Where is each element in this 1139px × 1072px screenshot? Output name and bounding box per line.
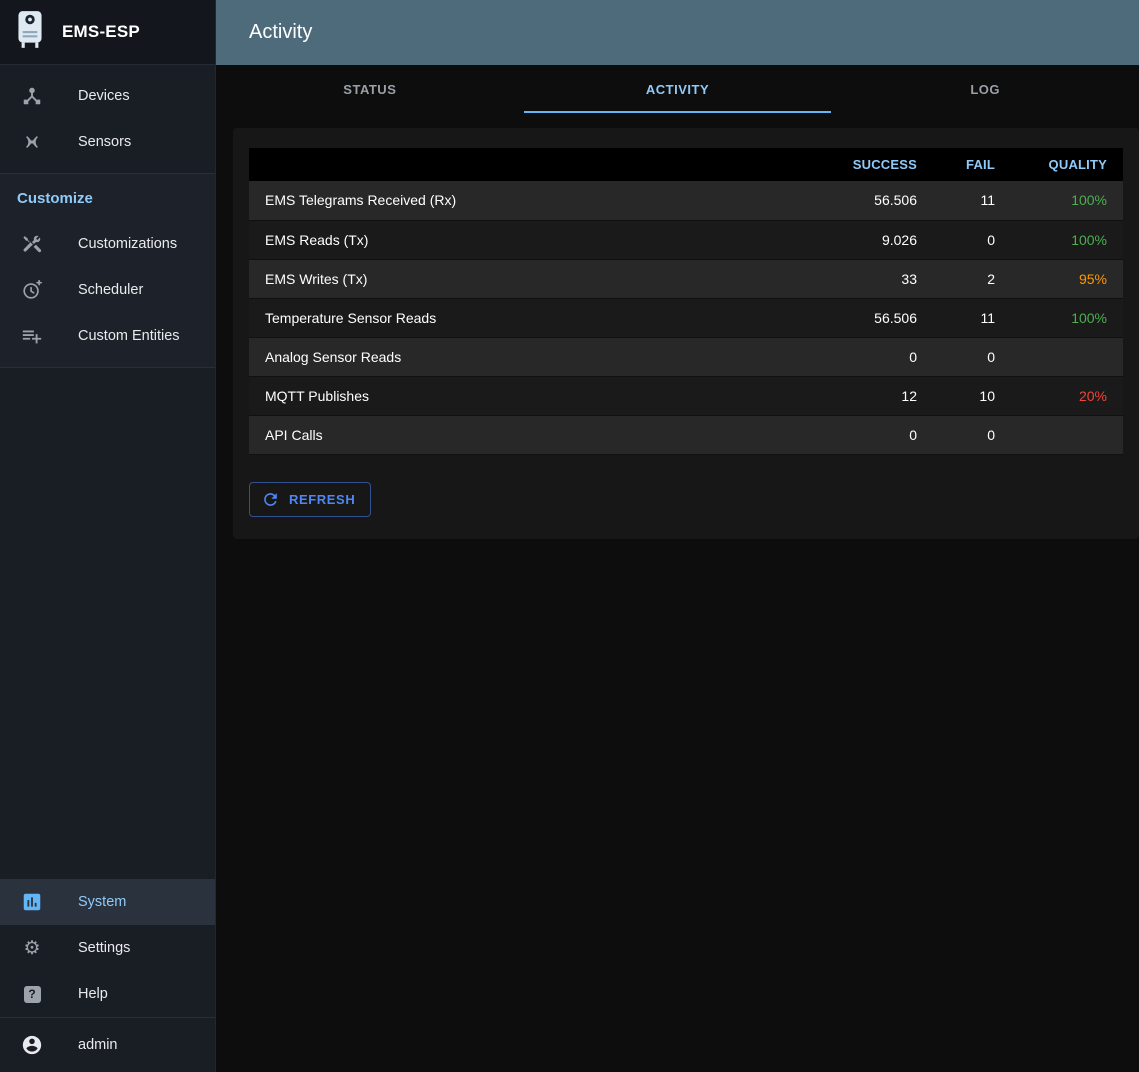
sidebar-item-label: Sensors xyxy=(78,134,132,150)
sensors-icon xyxy=(20,130,44,154)
activity-table: SUCCESS FAIL QUALITY EMS Telegrams Recei… xyxy=(249,148,1123,455)
sidebar-nav: Devices Sensors Customize xyxy=(0,65,215,1072)
playlist-add-icon xyxy=(20,324,44,348)
sidebar-item-custom-entities[interactable]: Custom Entities xyxy=(0,313,215,359)
devices-icon xyxy=(20,84,44,108)
success-value: 0 xyxy=(813,415,933,455)
column-header-fail: FAIL xyxy=(933,148,1011,181)
bar-chart-icon xyxy=(20,890,44,914)
page-title: Activity xyxy=(249,21,313,43)
main-content: Activity STATUS ACTIVITY LOG SUCCESS FAI… xyxy=(216,0,1139,1072)
table-row: MQTT Publishes 12 10 20% xyxy=(249,376,1123,416)
table-row: API Calls 0 0 xyxy=(249,415,1123,455)
sidebar-item-admin[interactable]: admin xyxy=(0,1018,215,1072)
sidebar-item-label: Custom Entities xyxy=(78,328,180,344)
table-header-row: SUCCESS FAIL QUALITY xyxy=(249,148,1123,181)
sidebar-item-label: Help xyxy=(78,986,108,1002)
metric-name: EMS Telegrams Received (Rx) xyxy=(249,181,813,221)
account-circle-icon xyxy=(20,1033,44,1057)
fail-value: 10 xyxy=(933,376,1011,416)
tab-bar: STATUS ACTIVITY LOG xyxy=(216,65,1139,113)
table-row: EMS Writes (Tx) 33 2 95% xyxy=(249,259,1123,299)
refresh-icon xyxy=(261,490,280,509)
sidebar-item-settings[interactable]: ⚙ Settings xyxy=(0,925,215,971)
fail-value: 0 xyxy=(933,220,1011,260)
sidebar-item-sensors[interactable]: Sensors xyxy=(0,119,215,165)
gear-icon: ⚙ xyxy=(20,936,44,960)
table-row: Temperature Sensor Reads 56.506 11 100% xyxy=(249,298,1123,338)
divider xyxy=(0,1017,215,1018)
tab-activity[interactable]: ACTIVITY xyxy=(523,65,832,113)
sidebar-spacer xyxy=(0,368,215,879)
refresh-button[interactable]: REFRESH xyxy=(249,481,372,517)
column-header-success: SUCCESS xyxy=(813,148,933,181)
customize-section: Customize Customizations xyxy=(0,173,215,368)
metric-name: Analog Sensor Reads xyxy=(249,337,813,377)
tab-log[interactable]: LOG xyxy=(970,81,1001,97)
sidebar-item-help[interactable]: ? Help xyxy=(0,971,215,1017)
success-value: 56.506 xyxy=(813,181,933,221)
quality-value xyxy=(1011,337,1123,377)
metric-name: EMS Writes (Tx) xyxy=(249,259,813,299)
success-value: 0 xyxy=(813,337,933,377)
tab-status[interactable]: STATUS xyxy=(343,81,397,97)
success-value: 33 xyxy=(813,259,933,299)
table-row: EMS Reads (Tx) 9.026 0 100% xyxy=(249,220,1123,260)
customize-section-label: Customize xyxy=(17,190,93,207)
sidebar: EMS-ESP Devices xyxy=(0,0,216,1072)
app-logo: EMS-ESP xyxy=(0,0,215,65)
quality-value: 100% xyxy=(1011,181,1123,221)
column-header-metric xyxy=(249,148,813,181)
fail-value: 11 xyxy=(933,298,1011,338)
quality-value: 20% xyxy=(1011,376,1123,416)
question-mark-glyph: ? xyxy=(23,985,41,1003)
app-title: EMS-ESP xyxy=(62,22,140,41)
user-label: admin xyxy=(78,1037,118,1053)
sidebar-item-system[interactable]: System xyxy=(0,879,215,925)
table-row: EMS Telegrams Received (Rx) 56.506 11 10… xyxy=(249,181,1123,221)
construction-tools-icon xyxy=(20,232,44,256)
success-value: 56.506 xyxy=(813,298,933,338)
activity-card: SUCCESS FAIL QUALITY EMS Telegrams Recei… xyxy=(233,128,1139,539)
sidebar-item-label: Devices xyxy=(78,88,130,104)
quality-value: 95% xyxy=(1011,259,1123,299)
refresh-label: REFRESH xyxy=(289,491,356,507)
metric-name: EMS Reads (Tx) xyxy=(249,220,813,260)
metric-name: MQTT Publishes xyxy=(249,376,813,416)
fail-value: 0 xyxy=(933,415,1011,455)
quality-value: 100% xyxy=(1011,298,1123,338)
help-icon: ? xyxy=(20,982,44,1006)
fail-value: 0 xyxy=(933,337,1011,377)
sidebar-item-scheduler[interactable]: Scheduler xyxy=(0,267,215,313)
clock-icon xyxy=(20,278,44,302)
ems-esp-logo-icon xyxy=(14,9,46,56)
sidebar-item-label: System xyxy=(78,894,127,910)
metric-name: Temperature Sensor Reads xyxy=(249,298,813,338)
metric-name: API Calls xyxy=(249,415,813,455)
quality-value: 100% xyxy=(1011,220,1123,260)
app-bar: Activity xyxy=(216,0,1139,65)
gear-glyph: ⚙ xyxy=(23,937,41,959)
sidebar-item-label: Scheduler xyxy=(78,282,144,298)
fail-value: 11 xyxy=(933,181,1011,221)
success-value: 12 xyxy=(813,376,933,416)
sidebar-item-label: Settings xyxy=(78,940,131,956)
column-header-quality: QUALITY xyxy=(1011,148,1123,181)
table-row: Analog Sensor Reads 0 0 xyxy=(249,337,1123,377)
sidebar-item-devices[interactable]: Devices xyxy=(0,73,215,119)
sidebar-item-label: Customizations xyxy=(78,236,178,252)
fail-value: 2 xyxy=(933,259,1011,299)
sidebar-item-customizations[interactable]: Customizations xyxy=(0,221,215,267)
success-value: 9.026 xyxy=(813,220,933,260)
quality-value xyxy=(1011,415,1123,455)
